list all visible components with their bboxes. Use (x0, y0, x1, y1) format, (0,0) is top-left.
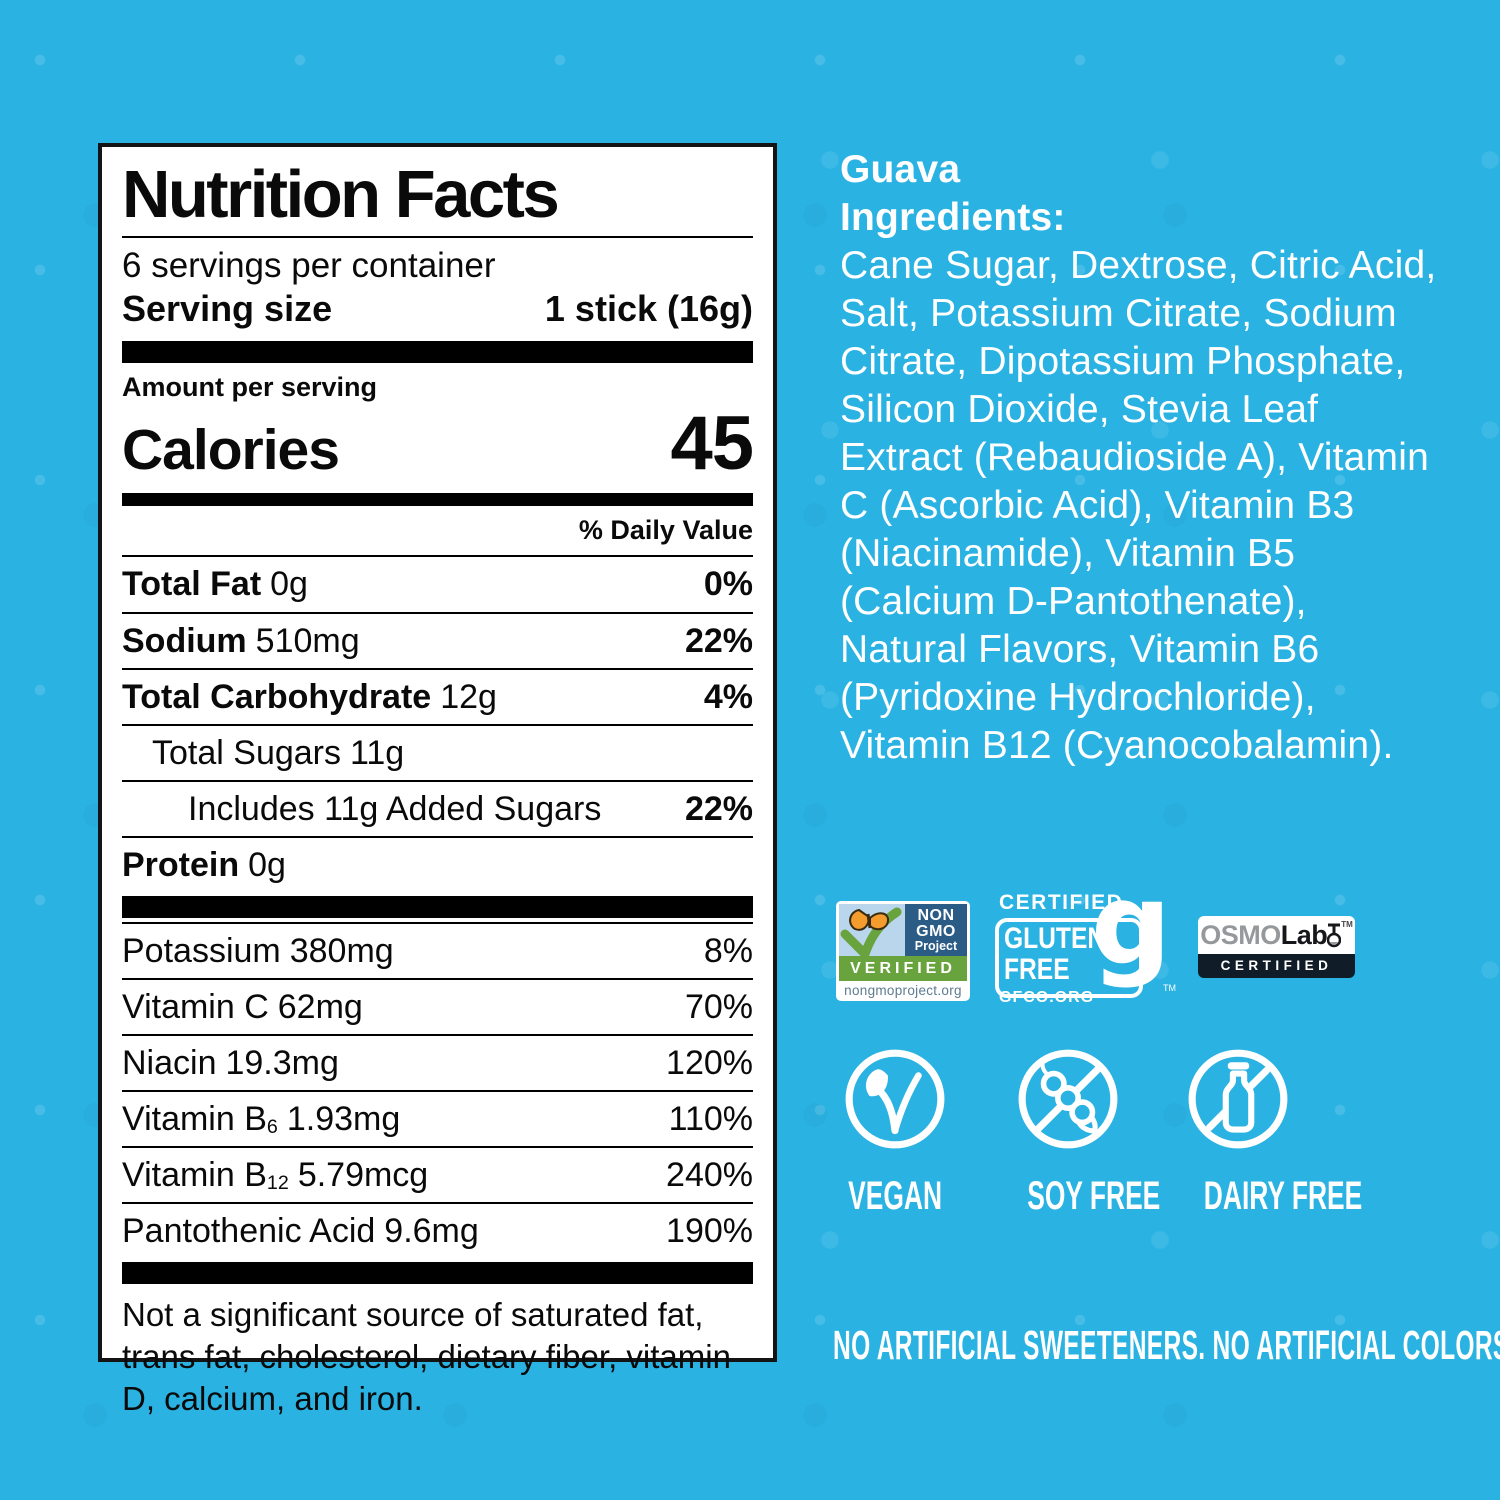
dairy-free-mark: DAIRY FREE (1163, 1046, 1362, 1219)
vitamin-name: Vitamin B12 5.79mcg (122, 1156, 429, 1195)
non-gmo-verified-bar: VERIFIED (839, 956, 967, 981)
nutrient-name: Sodium 510mg (122, 621, 360, 660)
nutrient-daily-value: 0% (703, 565, 753, 604)
vitamin-row: Niacin 19.3mg 120% (122, 1034, 753, 1090)
vitamin-name: Niacin 19.3mg (122, 1044, 339, 1083)
gluten-free-box (995, 918, 1143, 998)
non-gmo-word-gmo: GMO (916, 922, 956, 940)
servings-per-container: 6 servings per container (122, 246, 496, 285)
nutrition-footnote: Not a significant source of saturated fa… (122, 1296, 731, 1418)
vitamin-daily-value: 110% (668, 1100, 753, 1139)
vitamin-row: Vitamin B6 1.93mg 110% (122, 1090, 753, 1146)
soy-free-mark: SOY FREE (993, 1046, 1160, 1219)
ingredients-text: Cane Sugar, Dextrose, Citric Acid, Salt,… (840, 244, 1437, 767)
vitamin-name: Potassium 380mg (122, 931, 394, 970)
nutrition-facts-panel: Nutrition Facts 6 servings per container… (98, 143, 777, 1417)
nutrient-row: Includes 11g Added Sugars 22% (122, 779, 753, 836)
vitamin-name: Vitamin C 62mg (122, 988, 363, 1027)
vegan-mark: VEGAN (820, 1046, 970, 1219)
section-bar (122, 895, 753, 918)
vitamin-row: Potassium 380mg 8% (122, 921, 753, 978)
ingredients-heading: Ingredients: (840, 196, 1066, 239)
non-gmo-word-project: Project (914, 938, 958, 953)
serving-size-value: 1 stick (16g) (544, 288, 753, 330)
vitamin-rows: Potassium 380mg 8% Vitamin C 62mg 70% Niac… (122, 921, 753, 1258)
calories-value: 45 (670, 401, 754, 487)
trademark-symbol: TM (1163, 983, 1176, 993)
serving-size-row: Serving size 1 stick (16g) (122, 285, 753, 341)
nutrient-row: Protein 0g (122, 835, 753, 892)
amount-per-serving-label: Amount per serving (122, 371, 378, 402)
calories-label: Calories (122, 418, 340, 483)
vitamin-daily-value: 70% (684, 988, 753, 1027)
vitamin-name: Pantothenic Acid 9.6mg (122, 1212, 479, 1251)
vitamin-daily-value: 120% (666, 1044, 753, 1083)
soy-free-icon (1018, 1049, 1118, 1149)
nutrient-rows: Total Fat 0g 0% Sodium 510mg 22% Total Car… (122, 555, 753, 891)
gluten-free-url: GFCO.ORG (999, 989, 1095, 1006)
daily-value-header: % Daily Value (578, 515, 753, 546)
non-gmo-verified-badge: NON GMO Project VERIFIED nongmoproject.o… (836, 901, 970, 1001)
vitamin-daily-value: 190% (666, 1212, 753, 1251)
certified-gluten-free-badge: CERTIFIED GLUTEN FREE g TM GFCO.ORG (995, 869, 1176, 1007)
section-bar (122, 493, 753, 507)
gluten-free-word-gluten: GLUTEN (1004, 922, 1106, 955)
non-gmo-badge-top: NON GMO Project (839, 904, 967, 956)
dairy-free-label: DAIRY FREE (1203, 1174, 1363, 1218)
nutrient-daily-value: 22% (684, 621, 753, 660)
flavor-name: Guava (840, 148, 961, 191)
nutrient-row: Sodium 510mg 22% (122, 611, 753, 668)
nutrient-daily-value: 22% (684, 789, 753, 828)
gluten-free-certified-label: CERTIFIED (999, 891, 1124, 914)
osmolab-word-lab: Lab (1280, 919, 1328, 950)
vegan-label: VEGAN (848, 1174, 942, 1218)
nutrient-row: Total Sugars 11g (122, 723, 753, 780)
gluten-free-word-free: FREE (1004, 953, 1070, 986)
divider (122, 236, 753, 238)
nutrient-daily-value: 4% (703, 677, 753, 716)
nutrient-name: Total Sugars 11g (152, 733, 405, 772)
nutrient-name: Total Fat 0g (122, 565, 308, 604)
osmolab-certified-badge: OSMO Lab TM CERTIFIED (1198, 916, 1355, 978)
vitamin-daily-value: 8% (703, 931, 753, 970)
nutrient-row: Total Carbohydrate 12g 4% (122, 667, 753, 724)
non-gmo-url: nongmoproject.org (844, 983, 962, 998)
nutrient-name: Protein 0g (122, 845, 286, 884)
dairy-free-icon (1188, 1049, 1288, 1149)
section-bar (122, 1262, 753, 1285)
vitamin-row: Vitamin C 62mg 70% (122, 978, 753, 1034)
non-gmo-butterfly-icon (839, 904, 905, 956)
vitamin-daily-value: 240% (666, 1156, 753, 1195)
serving-size-label: Serving size (122, 288, 333, 330)
nutrient-name: Includes 11g Added Sugars (188, 789, 602, 828)
calories-row: Calories 45 (122, 400, 754, 487)
osmolab-word-osmo: OSMO (1200, 919, 1281, 950)
non-gmo-word-non: NON (917, 906, 955, 924)
ingredients-block: Guava Ingredients: Cane Sugar, Dextrose,… (840, 146, 1438, 770)
vitamin-row: Pantothenic Acid 9.6mg 190% (122, 1202, 753, 1258)
vitamin-name: Vitamin B6 1.93mg (122, 1100, 401, 1139)
section-bar (122, 340, 753, 363)
nutrition-facts-title: Nutrition Facts (122, 157, 560, 232)
gluten-free-g-icon: g (1091, 860, 1172, 990)
non-gmo-project-wordmark: NON GMO Project (905, 904, 967, 956)
trademark-symbol: TM (1341, 920, 1353, 929)
nutrient-row: Total Fat 0g 0% (122, 555, 753, 611)
vegan-icon (845, 1049, 945, 1149)
flask-icon (1327, 923, 1342, 948)
soy-free-label: SOY FREE (1027, 1174, 1161, 1218)
vitamin-row: Vitamin B12 5.79mcg 240% (122, 1146, 753, 1202)
no-artificial-claim: NO ARTIFICIAL SWEETENERS. NO ARTIFICIAL … (833, 1322, 1500, 1368)
osmolab-wordmark: OSMO Lab TM (1198, 916, 1355, 954)
osmolab-certified-bar: CERTIFIED (1198, 954, 1355, 978)
nutrient-name: Total Carbohydrate 12g (122, 677, 497, 716)
